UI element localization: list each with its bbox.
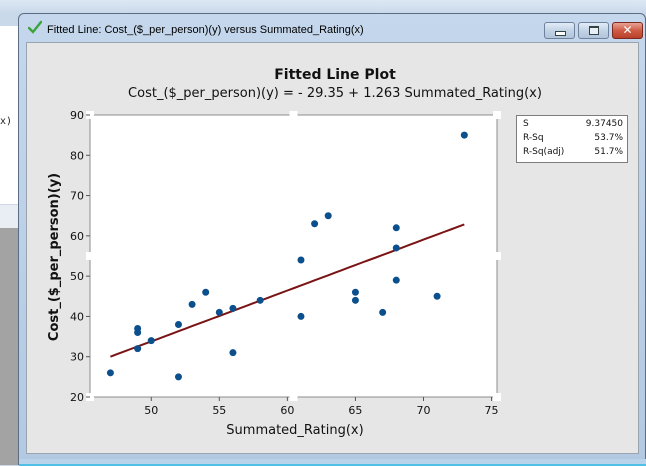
data-point [392,276,400,284]
plot-area[interactable] [89,114,498,398]
data-point [147,337,155,345]
data-point [392,244,400,252]
resize-handle[interactable] [493,252,501,260]
y-tick-label: 80 [70,149,84,162]
x-tick-label: 75 [485,404,499,417]
stat-label: S [523,119,529,129]
background-window-strip [0,204,18,229]
data-point [297,256,305,264]
chart-subtitle: Cost_($_per_person)(y) = - 29.35 + 1.263… [128,86,542,101]
data-point [311,220,319,228]
background-workspace [0,228,18,465]
window-bottom-border [19,459,646,466]
data-point [174,373,182,381]
data-point [202,288,210,296]
y-tick-label: 30 [70,351,84,364]
y-tick-label: 50 [70,270,84,283]
y-tick-label: 90 [70,109,84,122]
x-axis: 50 55 60 65 70 75 [144,397,499,417]
background-window-text: x) [0,116,13,127]
fitted-regression-line [110,223,465,358]
data-points [106,131,468,381]
resize-handle[interactable] [493,111,501,119]
window-titlebar[interactable]: Fitted Line: Cost_($_per_person)(y) vers… [19,14,645,42]
data-point [379,308,387,316]
stat-label: R-Sq(adj) [523,147,565,157]
data-point [297,312,305,320]
data-point [256,296,264,304]
data-point [106,369,114,377]
x-tick-label: 55 [212,404,226,417]
stat-value: 51.7% [594,147,623,157]
data-point [229,304,237,312]
resize-handle[interactable] [289,393,298,401]
data-point [188,300,196,308]
regression-summary-box: S 9.37450 R-Sq 53.7% R-Sq(adj) 51.7% [516,115,628,163]
data-point [324,212,332,220]
data-point [174,320,182,328]
desktop-background [0,0,646,14]
stat-value: 53.7% [594,133,623,143]
data-point [351,296,359,304]
y-tick-label: 40 [70,310,84,323]
stat-row-s: S 9.37450 [523,119,623,132]
data-point [215,308,223,316]
green-check-icon [28,20,42,34]
y-tick-label: 60 [70,230,84,243]
stat-label: R-Sq [523,133,544,143]
resize-handle[interactable] [86,252,94,260]
maximize-button[interactable] [578,22,609,39]
y-axis-label: Cost_($_per_person)(y) [47,173,62,341]
stat-row-r-sq: R-Sq 53.7% [523,133,623,146]
chart-title: Fitted Line Plot [274,67,396,83]
minimize-button[interactable] [544,22,575,39]
stat-row-r-sq-adj: R-Sq(adj) 51.7% [523,147,623,160]
data-point [351,288,359,296]
data-point [460,131,468,139]
x-axis-label: Summated_Rating(x) [226,423,363,438]
y-axis: 20 30 40 50 60 70 80 90 [70,109,90,404]
window-title: Fitted Line: Cost_($_per_person)(y) vers… [47,24,364,36]
data-point [392,224,400,232]
background-window-pane [0,26,18,204]
stat-value: 9.37450 [585,119,623,129]
y-tick-label: 20 [70,391,84,404]
data-point [229,349,237,357]
close-button[interactable]: ✕ [612,22,643,39]
data-point [134,329,142,337]
data-point [433,292,441,300]
close-icon: ✕ [622,23,633,37]
y-tick-label: 70 [70,190,84,203]
x-tick-label: 60 [280,404,294,417]
x-tick-label: 50 [144,404,158,417]
data-point [134,345,142,353]
x-tick-label: 70 [416,404,430,417]
x-tick-label: 65 [348,404,362,417]
resize-handle[interactable] [289,111,298,119]
resize-handle[interactable] [493,393,501,401]
